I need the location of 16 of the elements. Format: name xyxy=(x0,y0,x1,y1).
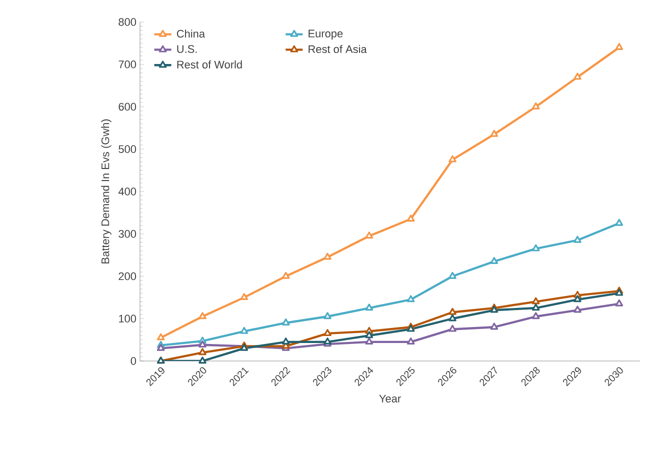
y-tick-label: 100 xyxy=(119,314,136,323)
y-tick-label: 300 xyxy=(118,230,136,238)
y-tick-label: 400 xyxy=(118,188,136,196)
y-axis-title: Battery Demand In Evs (Gwh) xyxy=(101,119,112,264)
legend-label: Europe xyxy=(308,30,343,40)
y-tick-label: 600 xyxy=(118,102,136,111)
x-axis-title: Year xyxy=(379,394,401,402)
y-tick-label: 700 xyxy=(118,60,136,68)
legend-label: U.S. xyxy=(177,45,197,53)
y-tick-label: 200 xyxy=(118,272,136,280)
y-tick-label: 800 xyxy=(118,18,136,26)
y-tick-label: 0 xyxy=(130,357,136,365)
y-tick-label: 500 xyxy=(118,145,136,154)
legend-label: Rest of World xyxy=(177,60,242,68)
legend-label: Rest of Asia xyxy=(308,44,367,54)
legend-label: China xyxy=(176,30,206,38)
